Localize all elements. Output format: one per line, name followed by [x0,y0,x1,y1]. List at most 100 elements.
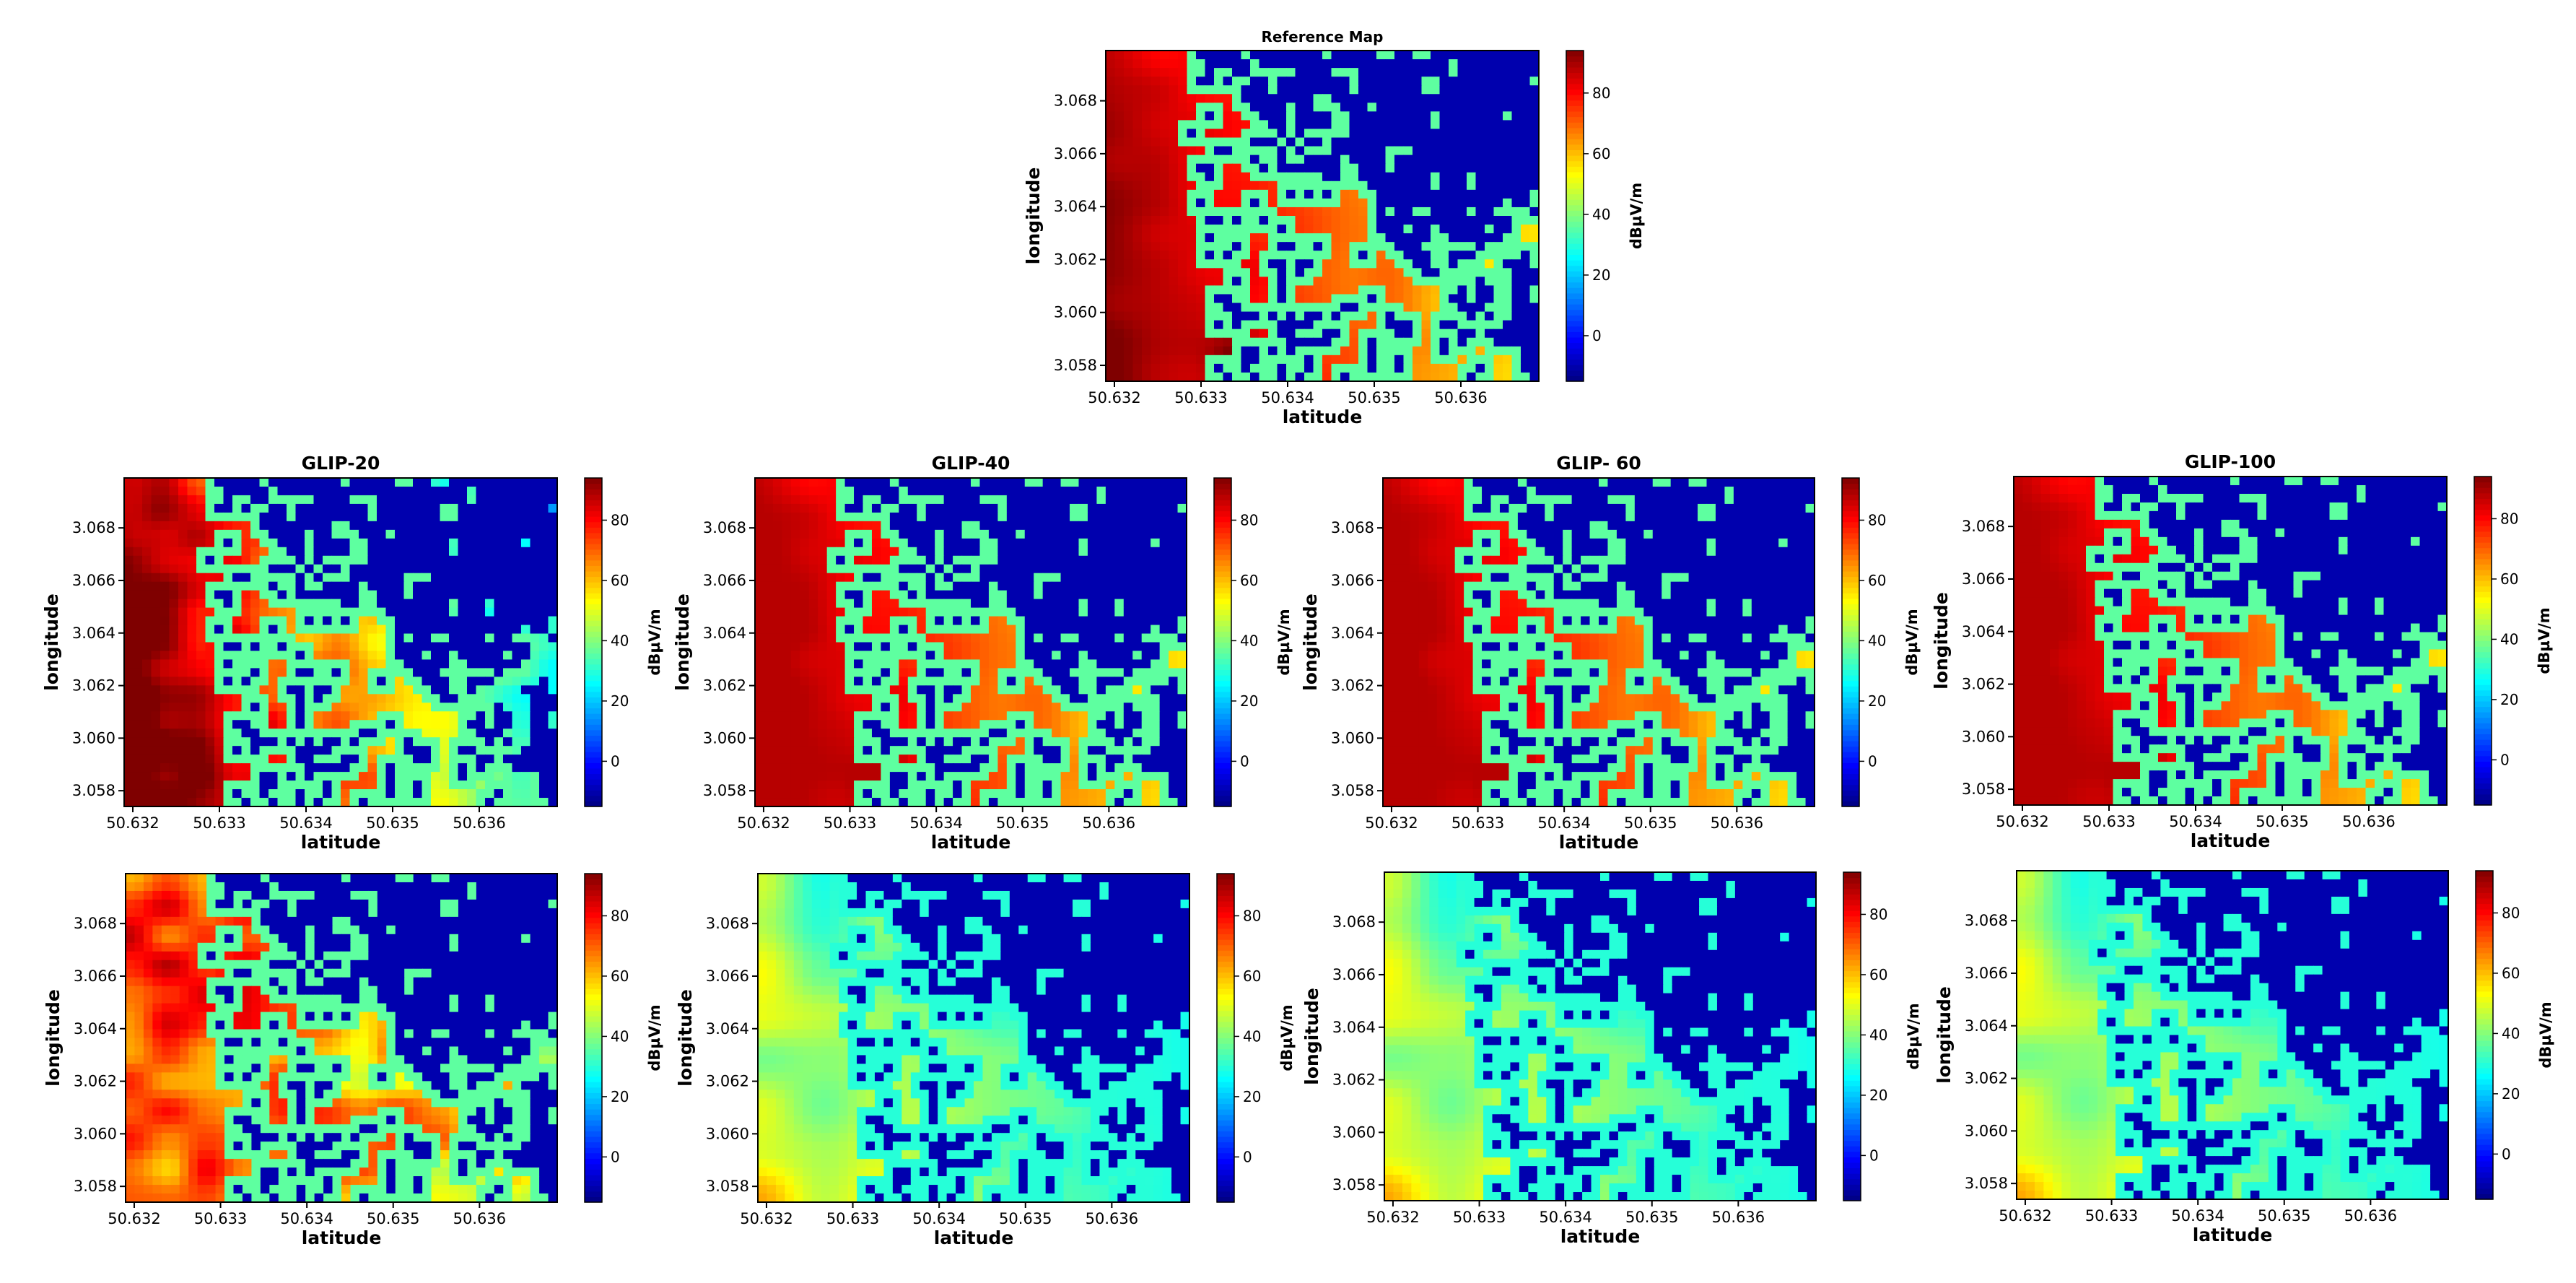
heatmap-cell [241,529,251,539]
heatmap-cell [1457,59,1467,69]
heatmap-cell [1385,59,1395,69]
heatmap-cell [413,798,423,807]
heatmap-cell [349,642,359,652]
heatmap-cell [449,512,459,522]
heatmap-cell [1467,363,1477,373]
heatmap-cell [539,616,549,626]
heatmap-cell [178,763,188,773]
heatmap-cell [1340,277,1350,287]
heatmap-cell [1187,146,1197,156]
colorbar-segment [1566,265,1584,271]
heatmap-cell [214,694,224,703]
heatmap-cell [1241,198,1251,208]
heatmap-cell [1187,268,1197,277]
heatmap-cell [1106,163,1116,173]
colorbar-segment [585,773,602,780]
heatmap-cell [1349,155,1359,165]
heatmap-cell [377,616,387,626]
heatmap-cell [1016,555,1026,565]
heatmap-cell [277,486,287,496]
heatmap-cell [250,798,261,807]
heatmap-cell [395,495,405,505]
heatmap-cell [1159,590,1169,600]
heatmap-cell [259,754,269,764]
heatmap-cell [431,737,441,747]
heatmap-cell [1123,529,1133,539]
heatmap-cell [1322,294,1332,304]
heatmap-cell [1449,189,1459,199]
heatmap-cell [494,642,504,652]
heatmap-cell [1431,85,1441,95]
heatmap-cell [313,486,323,496]
heatmap-cell [790,564,800,574]
heatmap-cell [431,486,441,496]
heatmap-cell [133,538,143,548]
colorbar-segment [1566,204,1584,211]
heatmap-cell [494,772,504,781]
heatmap-cell [1503,155,1513,165]
heatmap-cell [1006,599,1016,609]
heatmap-cell [124,607,134,617]
heatmap-cell [467,581,477,591]
heatmap-cell [250,659,261,669]
heatmap-cell [1529,285,1540,295]
heatmap-cell [961,512,972,522]
heatmap-cell [1493,129,1503,139]
heatmap-cell [530,590,540,600]
heatmap-cell [1511,85,1521,95]
heatmap-cell [1413,268,1423,277]
colorbar-segment [585,521,602,528]
heatmap-cell [953,564,963,574]
heatmap-cell [1385,172,1395,182]
heatmap-cell [1304,216,1314,225]
heatmap-cell [503,659,513,669]
heatmap-cell [1457,233,1467,243]
heatmap-cell [142,607,152,617]
heatmap-cell [844,625,855,635]
heatmap-cell [403,521,414,531]
heatmap-cell [305,789,315,799]
heatmap-cell [124,772,134,781]
heatmap-cell [917,651,927,661]
heatmap-cell [1439,198,1449,208]
heatmap-cell [988,486,998,496]
heatmap-cell [881,573,891,583]
heatmap-cell [1467,206,1477,217]
heatmap-cell [367,729,377,738]
heatmap-cell [1304,85,1314,95]
heatmap-cell [1304,329,1314,339]
heatmap-cell [1295,146,1305,156]
heatmap-cell [1160,337,1170,347]
heatmap-cell [1331,268,1341,277]
heatmap-cell [1413,363,1423,373]
heatmap-cell [151,564,161,574]
heatmap-cell [295,789,305,799]
heatmap-cell [1070,521,1080,531]
heatmap-cell [1485,363,1495,373]
heatmap-cell [367,607,377,617]
heatmap-cell [997,633,1008,643]
heatmap-cell [836,495,846,505]
heatmap-cell [449,720,459,729]
heatmap-cell [1151,668,1161,677]
heatmap-cell [359,703,369,712]
heatmap-cell [1142,129,1152,139]
heatmap-cell [935,599,945,609]
heatmap-cell [385,495,396,505]
heatmap-cell [1151,633,1161,643]
heatmap-cell [476,642,486,652]
heatmap-cell [844,581,855,591]
heatmap-cell [422,625,432,635]
heatmap-cell [1385,51,1395,60]
heatmap-cell [1205,146,1215,156]
heatmap-cell [458,685,468,695]
heatmap-cell [1259,216,1269,225]
heatmap-cell [1449,251,1459,260]
heatmap-cell [1214,337,1224,347]
heatmap-cell [313,547,323,557]
heatmap-cell [1376,181,1387,191]
heatmap-cell [790,607,800,617]
heatmap-cell [539,538,549,548]
heatmap-cell [1151,303,1161,313]
heatmap-cell [169,625,179,635]
